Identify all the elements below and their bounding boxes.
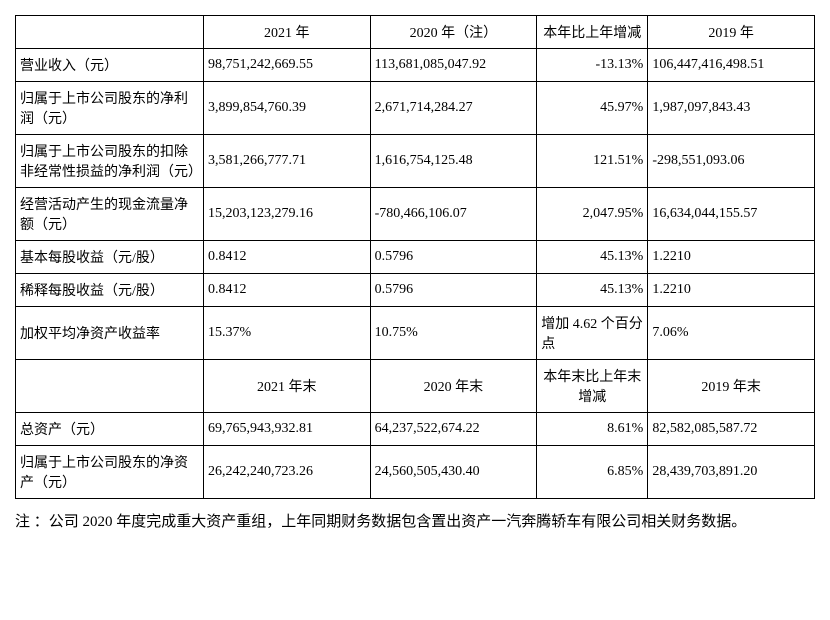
row-value: 64,237,522,674.22: [370, 413, 537, 446]
row-value: -780,466,106.07: [370, 188, 537, 241]
row-value: 15,203,123,279.16: [203, 188, 370, 241]
row-value: 1.2210: [648, 274, 815, 307]
header-2020-end: 2020 年末: [370, 360, 537, 413]
table-row: 总资产（元） 69,765,943,932.81 64,237,522,674.…: [16, 413, 815, 446]
row-value: 113,681,085,047.92: [370, 49, 537, 82]
table-row: 归属于上市公司股东的净资产（元） 26,242,240,723.26 24,56…: [16, 446, 815, 499]
header-change: 本年比上年增减: [537, 16, 648, 49]
row-change: 2,047.95%: [537, 188, 648, 241]
row-label: 归属于上市公司股东的净利润（元）: [16, 82, 204, 135]
row-label: 稀释每股收益（元/股）: [16, 274, 204, 307]
footnote-text: 注 ：公司 2020 年度完成重大资产重组，上年同期财务数据包含置出资产一汽奔腾…: [15, 509, 815, 536]
row-label: 加权平均净资产收益率: [16, 307, 204, 360]
row-value: 10.75%: [370, 307, 537, 360]
row-label: 归属于上市公司股东的扣除非经常性损益的净利润（元）: [16, 135, 204, 188]
table-row: 归属于上市公司股东的扣除非经常性损益的净利润（元） 3,581,266,777.…: [16, 135, 815, 188]
row-value: 15.37%: [203, 307, 370, 360]
header-2020: 2020 年（注）: [370, 16, 537, 49]
row-change: 增加 4.62 个百分点: [537, 307, 648, 360]
row-value: 0.8412: [203, 241, 370, 274]
row-label: 归属于上市公司股东的净资产（元）: [16, 446, 204, 499]
row-change: 8.61%: [537, 413, 648, 446]
financial-table: 2021 年 2020 年（注） 本年比上年增减 2019 年 营业收入（元） …: [15, 15, 815, 499]
table-row: 加权平均净资产收益率 15.37% 10.75% 增加 4.62 个百分点 7.…: [16, 307, 815, 360]
row-change: -13.13%: [537, 49, 648, 82]
row-change: 45.13%: [537, 241, 648, 274]
row-change: 6.85%: [537, 446, 648, 499]
header-2019: 2019 年: [648, 16, 815, 49]
row-label: 总资产（元）: [16, 413, 204, 446]
row-value: 0.8412: [203, 274, 370, 307]
row-value: 1,987,097,843.43: [648, 82, 815, 135]
row-value: 7.06%: [648, 307, 815, 360]
row-change: 121.51%: [537, 135, 648, 188]
header-empty: [16, 16, 204, 49]
row-value: 98,751,242,669.55: [203, 49, 370, 82]
row-value: 26,242,240,723.26: [203, 446, 370, 499]
row-value: 82,582,085,587.72: [648, 413, 815, 446]
row-value: 3,899,854,760.39: [203, 82, 370, 135]
row-change: 45.13%: [537, 274, 648, 307]
header-row-2: 2021 年末 2020 年末 本年末比上年末增减 2019 年末: [16, 360, 815, 413]
row-change: 45.97%: [537, 82, 648, 135]
row-value: 3,581,266,777.71: [203, 135, 370, 188]
header-empty: [16, 360, 204, 413]
table-row: 归属于上市公司股东的净利润（元） 3,899,854,760.39 2,671,…: [16, 82, 815, 135]
table-row: 稀释每股收益（元/股） 0.8412 0.5796 45.13% 1.2210: [16, 274, 815, 307]
row-label: 营业收入（元）: [16, 49, 204, 82]
row-value: 1.2210: [648, 241, 815, 274]
row-value: 1,616,754,125.48: [370, 135, 537, 188]
row-value: 106,447,416,498.51: [648, 49, 815, 82]
table-row: 经营活动产生的现金流量净额（元） 15,203,123,279.16 -780,…: [16, 188, 815, 241]
row-value: 28,439,703,891.20: [648, 446, 815, 499]
header-row-1: 2021 年 2020 年（注） 本年比上年增减 2019 年: [16, 16, 815, 49]
table-row: 营业收入（元） 98,751,242,669.55 113,681,085,04…: [16, 49, 815, 82]
row-value: -298,551,093.06: [648, 135, 815, 188]
row-value: 2,671,714,284.27: [370, 82, 537, 135]
header-change-end: 本年末比上年末增减: [537, 360, 648, 413]
row-label: 经营活动产生的现金流量净额（元）: [16, 188, 204, 241]
row-label: 基本每股收益（元/股）: [16, 241, 204, 274]
row-value: 0.5796: [370, 241, 537, 274]
row-value: 24,560,505,430.40: [370, 446, 537, 499]
row-value: 0.5796: [370, 274, 537, 307]
row-value: 69,765,943,932.81: [203, 413, 370, 446]
table-body: 2021 年 2020 年（注） 本年比上年增减 2019 年 营业收入（元） …: [16, 16, 815, 499]
header-2021-end: 2021 年末: [203, 360, 370, 413]
header-2019-end: 2019 年末: [648, 360, 815, 413]
table-row: 基本每股收益（元/股） 0.8412 0.5796 45.13% 1.2210: [16, 241, 815, 274]
row-value: 16,634,044,155.57: [648, 188, 815, 241]
header-2021: 2021 年: [203, 16, 370, 49]
